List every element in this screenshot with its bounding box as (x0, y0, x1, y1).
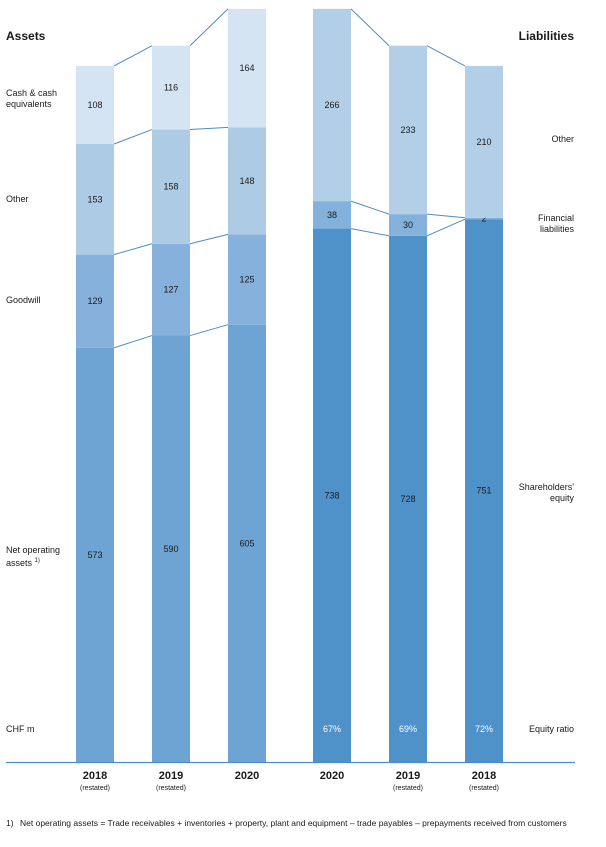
asset-value-2020-cash-cash-equivalents: 164 (239, 63, 254, 73)
equity-ratio-2019: 69% (399, 724, 417, 734)
asset-category-2019: 2019 (159, 770, 183, 782)
asset-value-2019-cash-cash-equivalents: 116 (164, 83, 178, 93)
liability-category-2018: 2018 (472, 770, 496, 782)
liability-value-2018-financial-liabilities: 2 (481, 213, 486, 223)
asset-value-2020-other: 148 (239, 176, 254, 186)
asset-category-2018: 2018 (83, 770, 107, 782)
asset-category-note-2019: (restated) (156, 785, 186, 792)
liability-category-note-2018: (restated) (469, 785, 499, 792)
asset-bar-2018-net-operating-assets (76, 347, 114, 762)
footnote-marker: 1) (6, 818, 14, 828)
assets-header: Assets (6, 29, 46, 43)
equity-ratio-2018: 72% (475, 724, 493, 734)
asset-bar-2018-cash-cash-equivalents (76, 65, 114, 145)
liability-bar-2018-financial-liabilities (465, 217, 503, 220)
liability-connector-0-0 (350, 228, 390, 237)
label-net-operating-assets: Net operating assets 1) (6, 545, 70, 569)
asset-value-2019-goodwill: 127 (163, 285, 178, 295)
liability-value-2019-shareholders-equity: 728 (400, 494, 415, 504)
label-net-operating-sup: 1) (34, 558, 40, 564)
liability-value-2018-other: 210 (476, 137, 491, 147)
liability-value-2018-shareholders-equity: 751 (476, 486, 491, 496)
liabilities-header: Liabilities (518, 29, 574, 43)
asset-value-2020-net-operating-assets: 605 (239, 538, 254, 548)
liability-category-2020: 2020 (320, 770, 344, 782)
liability-bar-2019-financial-liabilities (389, 214, 427, 236)
liability-bar-2018-other (465, 65, 503, 218)
liability-bar-2020-shareholders-equity (313, 228, 351, 762)
asset-value-2018-other: 153 (87, 194, 102, 204)
label-shareholders-equity: Shareholders' equity (518, 482, 574, 503)
asset-bar-2019-net-operating-assets (152, 335, 190, 762)
asset-category-note-2018: (restated) (80, 785, 110, 792)
asset-connector-1-3 (189, 8, 229, 47)
label-net-operating-text: Net operating assets (6, 545, 61, 568)
label-cash: Cash & cash equivalents (6, 88, 58, 109)
liability-connector-1-0 (426, 218, 466, 237)
liability-bar-2018-shareholders-equity (465, 219, 503, 763)
liability-bar-2019-other (389, 45, 427, 215)
label-goodwill: Goodwill (6, 295, 41, 305)
footnote: 1) Net operating assets = Trade receivabl… (6, 818, 598, 829)
label-liab-other: Other (551, 134, 574, 144)
liability-connector-0-1 (350, 200, 390, 215)
asset-bar-2019-other (152, 129, 190, 244)
liability-category-2019: 2019 (396, 770, 420, 782)
liability-value-2020-shareholders-equity: 738 (324, 490, 339, 500)
asset-bar-2018-goodwill (76, 254, 114, 348)
liability-value-2019-other: 233 (400, 125, 415, 135)
asset-value-2018-net-operating-assets: 573 (87, 550, 102, 560)
liability-bar-2020-other (313, 8, 351, 202)
asset-connector-1-2 (189, 126, 229, 131)
liability-value-2020-other: 266 (324, 100, 339, 110)
asset-value-2019-net-operating-assets: 590 (163, 544, 178, 554)
asset-bar-2020-other (228, 127, 266, 235)
liability-value-2019-financial-liabilities: 30 (403, 220, 413, 230)
label-equity-ratio: Equity ratio (528, 724, 574, 734)
label-unit: CHF m (6, 724, 35, 734)
asset-bar-2019-goodwill (152, 243, 190, 336)
asset-bar-2020-net-operating-assets (228, 324, 266, 762)
asset-bar-2018-other (76, 144, 114, 255)
asset-value-2019-other: 158 (163, 182, 178, 192)
asset-value-2018-goodwill: 129 (87, 296, 102, 306)
asset-connector-0-1 (113, 243, 153, 256)
liability-connector-1-1 (426, 213, 466, 219)
asset-value-2018-cash-cash-equivalents: 108 (87, 100, 102, 110)
asset-bar-2020-goodwill (228, 234, 266, 325)
asset-connector-0-2 (113, 129, 153, 145)
asset-category-2020: 2020 (235, 770, 259, 782)
liability-connector-1-2 (426, 45, 466, 67)
liability-bar-2019-shareholders-equity (389, 235, 427, 762)
equity-ratio-2020: 67% (323, 724, 341, 734)
liability-bar-2020-financial-liabilities (313, 201, 351, 229)
label-financial-liabilities: Financial liabilities (537, 213, 574, 234)
asset-bar-2020-cash-cash-equivalents (228, 8, 266, 128)
footnote-text: Net operating assets = Trade receivables… (20, 818, 567, 828)
liability-value-2020-financial-liabilities: 38 (327, 210, 337, 220)
asset-connector-0-3 (113, 45, 153, 67)
asset-connector-1-0 (189, 324, 229, 337)
asset-connector-0-0 (113, 335, 153, 349)
asset-value-2020-goodwill: 125 (239, 275, 254, 285)
liability-connector-0-2 (350, 8, 390, 47)
label-assets-other: Other (6, 194, 29, 204)
asset-connector-1-1 (189, 233, 229, 245)
liability-category-note-2019: (restated) (393, 785, 423, 792)
asset-bar-2019-cash-cash-equivalents (152, 45, 190, 130)
